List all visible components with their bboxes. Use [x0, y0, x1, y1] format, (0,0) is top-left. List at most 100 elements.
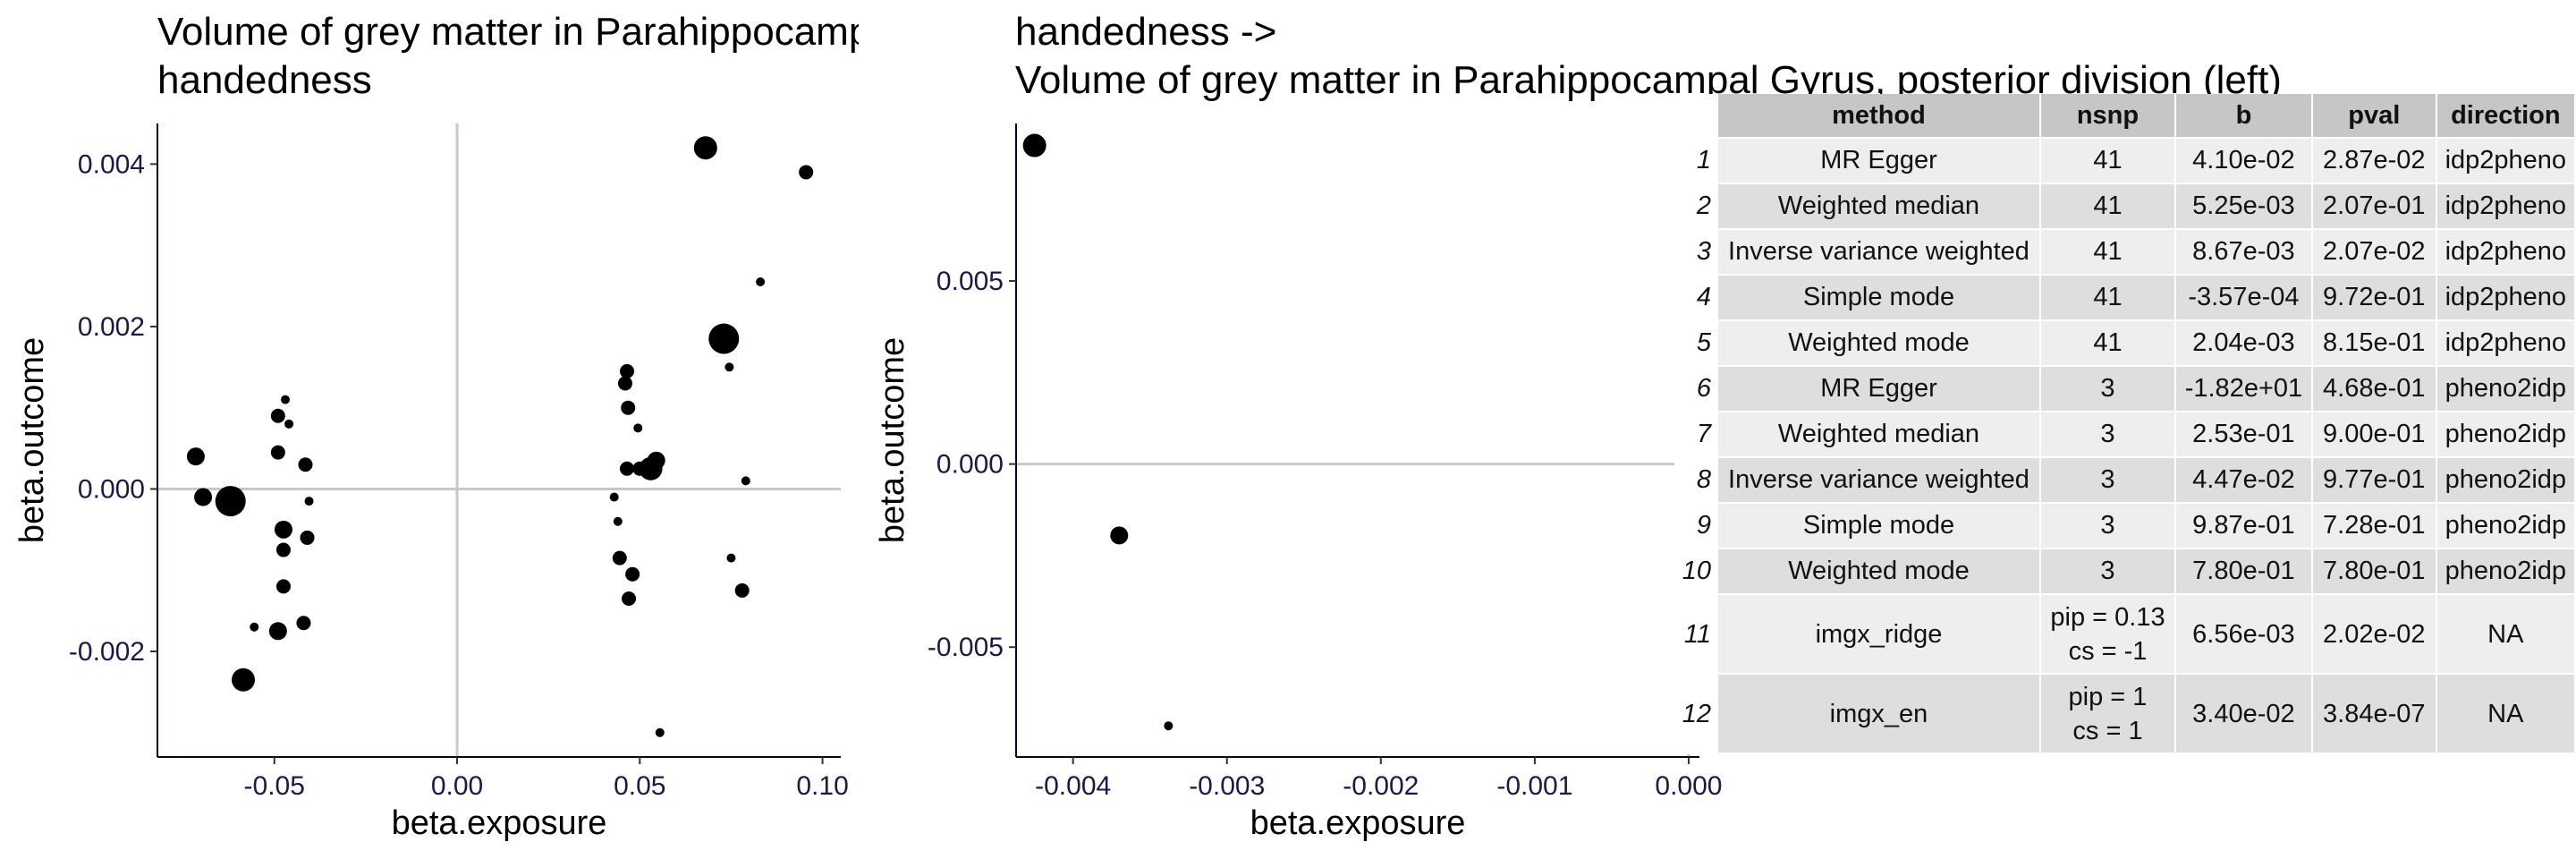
panel-1-data-point: [708, 323, 740, 354]
panel-1-data-point: [194, 488, 213, 506]
table-cell-b: 4.47e-02: [2175, 458, 2313, 504]
table-row: 3 Inverse variance weighted 41 8.67e-03 2.07…: [1674, 230, 2576, 276]
panel-1-title-line-1: Volume of grey matter in Parahippocampal…: [157, 10, 1471, 54]
table-cell-method: Weighted median: [1717, 412, 2041, 458]
panel-1-data-point: [609, 492, 619, 502]
table-cell-method: Weighted mode: [1717, 321, 2041, 367]
table-cell-direction: idp2pheno: [2436, 230, 2576, 276]
panel-1-data-point: [726, 553, 736, 563]
panel-1-data-point: [300, 530, 315, 545]
table-row: 8 Inverse variance weighted 3 4.47e-02 9.77e…: [1674, 458, 2576, 504]
panel-2-title: handedness -> Volume of grey matter in P…: [1015, 10, 2282, 102]
table-cell-b: 3.40e-02: [2175, 675, 2313, 754]
table-cell-direction: NA: [2436, 595, 2576, 675]
table-cell-method: imgx_ridge: [1717, 595, 2041, 675]
table-cell-direction: idp2pheno: [2436, 184, 2576, 230]
panel-1-data-point: [734, 583, 750, 598]
panel-1-data-point: [724, 362, 734, 372]
panel-1-data-point: [693, 136, 717, 160]
table-cell-b: 2.53e-01: [2175, 412, 2313, 458]
table-cell-rownum: 12: [1674, 675, 1718, 754]
table-cell-rownum: 2: [1674, 184, 1718, 230]
panel-1-data-point: [799, 165, 814, 180]
table-row: 11 imgx_ridge pip = 0.13 cs = -1 6.56e-03 2.0…: [1674, 595, 2576, 675]
table-cell-nsnp: 3: [2041, 367, 2176, 412]
panel-1-data-point: [274, 520, 292, 539]
table-cell-b: 9.87e-01: [2175, 504, 2313, 549]
table-cell-method: Simple mode: [1717, 276, 2041, 321]
table-cell-pval: 2.07e-02: [2312, 230, 2437, 276]
table-header-b: b: [2175, 94, 2313, 139]
panel-1-data-point: [617, 376, 632, 391]
table-cell-nsnp: 41: [2041, 184, 2176, 230]
panel-2-x-axis-title: beta.exposure: [1250, 804, 1466, 842]
panel-1-x-axis-title: beta.exposure: [392, 804, 607, 842]
panel-1-data-point: [304, 497, 314, 506]
table-cell-method: MR Egger: [1717, 367, 2041, 412]
table-cell-nsnp: 3: [2041, 458, 2176, 504]
panel-1-data-point: [621, 400, 636, 415]
table-cell-b: 6.56e-03: [2175, 595, 2313, 675]
table-row: 7 Weighted median 3 2.53e-01 9.00e-01 pheno2i…: [1674, 412, 2576, 458]
panel-1-data-point: [298, 457, 313, 472]
panel-2: handedness -> Volume of grey matter in P…: [874, 10, 2282, 842]
table-cell-pval: 3.84e-07: [2312, 675, 2437, 754]
panel-1-x-tick-label: -0.05: [244, 771, 305, 801]
table-header-method: method: [1717, 94, 2041, 139]
panel-2-data-point: [1022, 133, 1046, 157]
panel-1-data-point: [756, 277, 766, 286]
panel-2-y-axis-title: beta.outcome: [874, 337, 911, 543]
table-cell-pval: 7.80e-01: [2312, 549, 2437, 595]
panel-2-x-tick-label: -0.003: [1189, 771, 1265, 801]
panel-2-ticks: -0.004 -0.003 -0.002 -0.001 0.000 -0.005 0.000…: [928, 267, 1723, 801]
panel-1-title-line-2: handedness: [157, 58, 372, 102]
panel-1-data-point: [275, 579, 291, 594]
panel-1-y-tick-label: 0.000: [78, 474, 145, 504]
table-cell-direction: idp2pheno: [2436, 321, 2576, 367]
table-cell-pval: 2.87e-02: [2312, 139, 2437, 184]
table-cell-rownum: 1: [1674, 139, 1718, 184]
panel-2-y-tick-label: 0.005: [936, 267, 1004, 296]
panel-1-data-point: [633, 423, 643, 433]
panel-2-data-point: [1164, 721, 1174, 731]
table-cell-pval: 7.28e-01: [2312, 504, 2437, 549]
table-cell-rownum: 7: [1674, 412, 1718, 458]
table-cell-b: -3.57e-04: [2175, 276, 2313, 321]
panel-2-title-line-1: handedness ->: [1015, 10, 1276, 54]
table-cell-rownum: 9: [1674, 504, 1718, 549]
table-cell-rownum: 8: [1674, 458, 1718, 504]
table-cell-b: 5.25e-03: [2175, 184, 2313, 230]
table-cell-direction: idp2pheno: [2436, 139, 2576, 184]
panel-1: Volume of grey matter in Parahippocampal…: [13, 10, 1471, 842]
table-cell-nsnp: pip = 0.13 cs = -1: [2041, 595, 2176, 675]
panel-1-y-tick-label: -0.002: [69, 637, 145, 667]
panel-1-data-point: [612, 550, 627, 566]
table-cell-nsnp: 3: [2041, 549, 2176, 595]
panel-1-x-tick-label: 0.00: [431, 771, 483, 801]
table-header-nsnp: nsnp: [2041, 94, 2176, 139]
panel-1-data-point: [232, 668, 256, 692]
panel-1-x-tick-label: 0.10: [796, 771, 848, 801]
table-cell-method: Weighted mode: [1717, 549, 2041, 595]
table-cell-direction: pheno2idp: [2436, 412, 2576, 458]
table-row: 6 MR Egger 3 -1.82e+01 4.68e-01 pheno2idp: [1674, 367, 2576, 412]
panel-1-y-tick-label: 0.002: [78, 312, 145, 342]
panel-2-y-tick-label: 0.000: [936, 450, 1004, 480]
table-cell-direction: NA: [2436, 675, 2576, 754]
table-cell-nsnp: 41: [2041, 139, 2176, 184]
table-cell-pval: 8.15e-01: [2312, 321, 2437, 367]
panel-2-data-point: [1110, 526, 1129, 545]
panel-2-x-tick-label: -0.004: [1035, 771, 1111, 801]
table-cell-pval: 2.02e-02: [2312, 595, 2437, 675]
panel-1-y-axis-title: beta.outcome: [13, 337, 51, 543]
panel-1-data-point: [270, 408, 285, 423]
table-cell-pval: 9.72e-01: [2312, 276, 2437, 321]
table-cell-rownum: 11: [1674, 595, 1718, 675]
table-cell-method: Inverse variance weighted: [1717, 458, 2041, 504]
panel-1-data-point: [741, 476, 750, 486]
table-header-rownum: [1674, 94, 1718, 139]
table-cell-rownum: 10: [1674, 549, 1718, 595]
table-cell-pval: 2.07e-01: [2312, 184, 2437, 230]
panel-1-data-point: [280, 395, 290, 404]
panel-1-data-point: [215, 486, 246, 517]
